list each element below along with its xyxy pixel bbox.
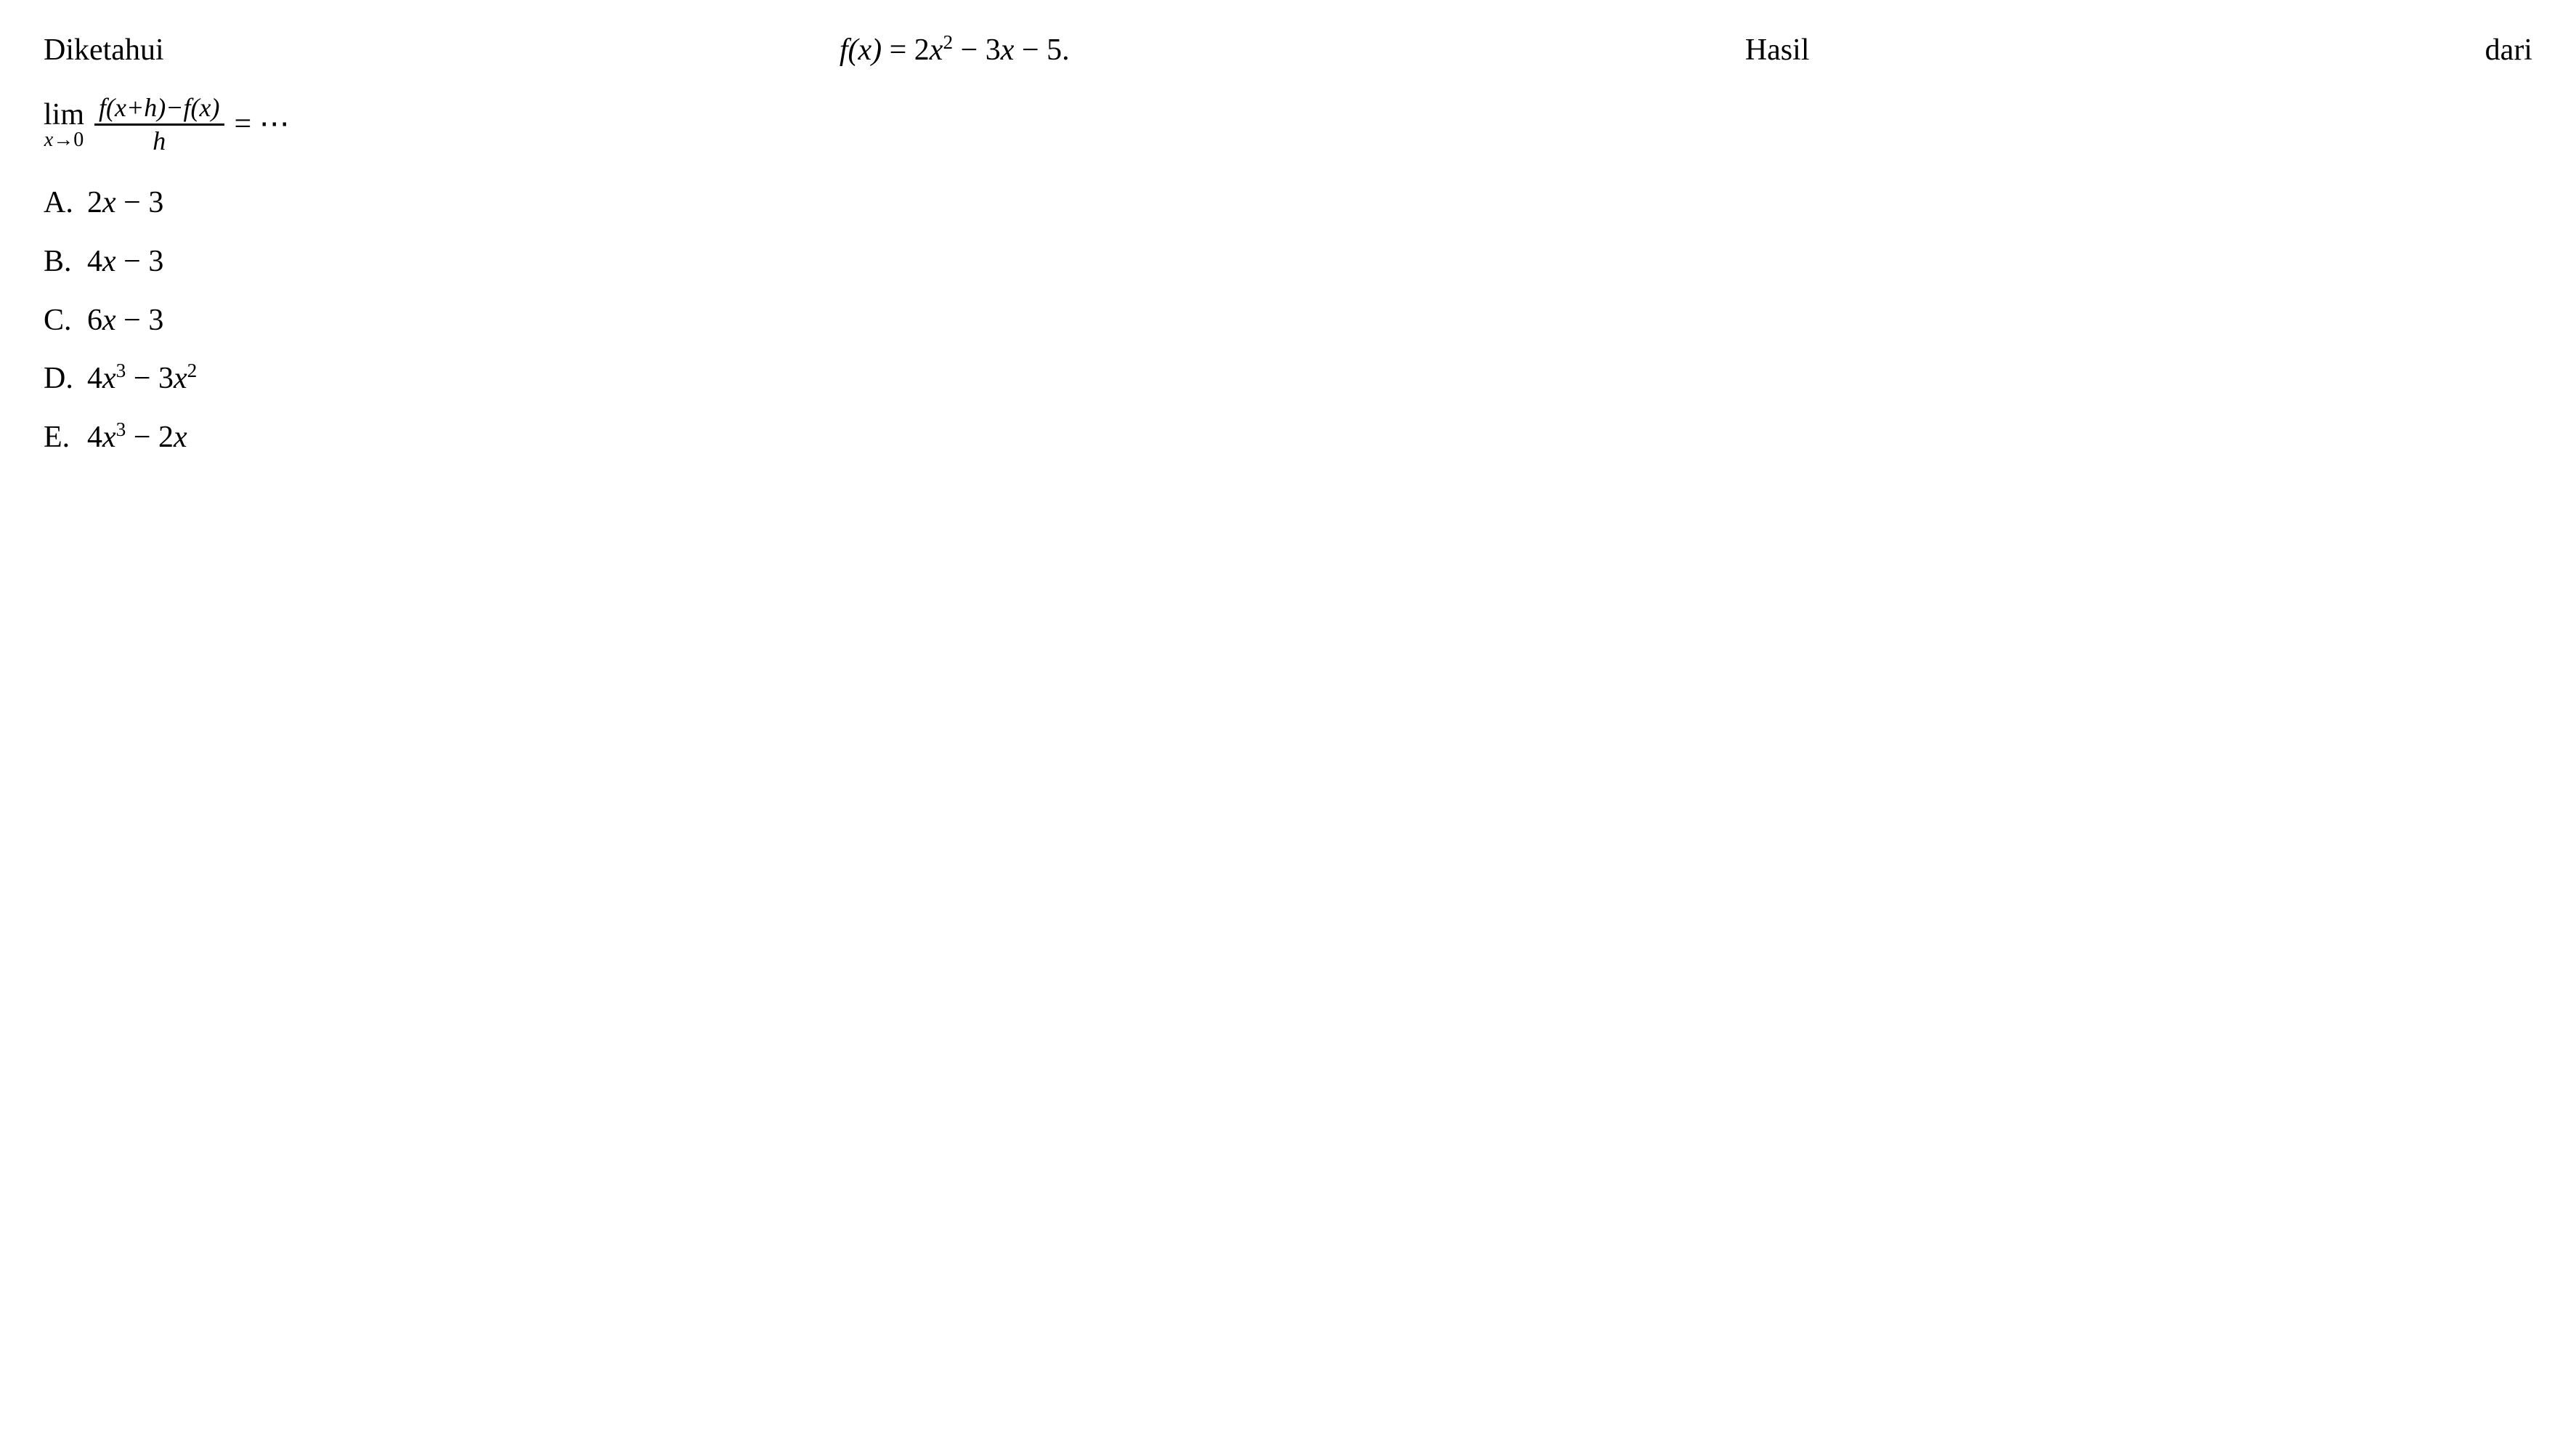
options-list: A. 2x − 3 B. 4x − 3 C. 6x − 3 D. 4x3 − 3… xyxy=(44,182,2532,459)
limit-expression: lim x→0 f(x+h)−f(x) h = ⋯ xyxy=(44,94,2532,156)
opt-var2: x xyxy=(174,421,187,454)
opt-var1: x xyxy=(102,362,116,395)
question-line: Diketahui f(x) = 2x2 − 3x − 5. Hasil dar… xyxy=(44,29,2532,72)
lim-sub-var: x xyxy=(44,129,53,151)
option-text: 4x3 − 2x xyxy=(87,416,187,459)
option-e: E. 4x3 − 2x xyxy=(44,416,2532,459)
lim-label: lim xyxy=(44,100,84,130)
option-text: 4x − 3 xyxy=(87,240,163,283)
opt-prefix: 4 xyxy=(87,362,102,395)
opt-var1: x xyxy=(102,245,116,278)
option-d: D. 4x3 − 3x2 xyxy=(44,357,2532,400)
option-text: 2x − 3 xyxy=(87,182,163,224)
opt-prefix: 4 xyxy=(87,421,102,454)
formula-const: − 5. xyxy=(1014,33,1069,67)
option-letter: D. xyxy=(44,357,87,400)
option-letter: C. xyxy=(44,299,87,342)
opt-var2: x xyxy=(174,362,187,395)
option-b: B. 4x − 3 xyxy=(44,240,2532,283)
opt-mid: − 3 xyxy=(126,362,174,395)
formula-exp1: 2 xyxy=(943,31,953,53)
option-text: 4x3 − 3x2 xyxy=(87,357,197,400)
given-formula: f(x) = 2x2 − 3x − 5. xyxy=(840,29,1070,72)
opt-mid: − 3 xyxy=(116,186,164,219)
opt-prefix: 6 xyxy=(87,304,102,337)
denominator: h xyxy=(148,126,170,156)
lim-subscript: x→0 xyxy=(44,130,84,150)
formula-eq: = xyxy=(882,33,914,67)
lim-sub-arrow: →0 xyxy=(53,129,84,151)
opt-mid: − 3 xyxy=(116,245,164,278)
opt-exp1: 3 xyxy=(116,418,126,440)
word-hasil: Hasil xyxy=(1745,29,1810,72)
formula-coef2: − 3 xyxy=(953,33,1001,67)
opt-exp2: 2 xyxy=(187,360,198,381)
opt-exp1: 3 xyxy=(116,360,126,381)
formula-var2: x xyxy=(1001,33,1015,67)
opt-mid: − 2 xyxy=(126,421,174,454)
opt-prefix: 2 xyxy=(87,186,102,219)
opt-prefix: 4 xyxy=(87,245,102,278)
option-letter: A. xyxy=(44,182,87,224)
formula-coef1: 2 xyxy=(914,33,930,67)
option-letter: E. xyxy=(44,416,87,459)
option-text: 6x − 3 xyxy=(87,299,163,342)
opt-var1: x xyxy=(102,421,116,454)
dots: ⋯ xyxy=(259,108,290,141)
opt-var1: x xyxy=(102,304,116,337)
option-a: A. 2x − 3 xyxy=(44,182,2532,224)
formula-var1: x xyxy=(930,33,943,67)
word-dari: dari xyxy=(2485,29,2532,72)
opt-var1: x xyxy=(102,186,116,219)
equals-dots: = ⋯ xyxy=(235,103,290,146)
limit-block: lim x→0 xyxy=(44,100,84,150)
fraction: f(x+h)−f(x) h xyxy=(94,94,224,156)
equals-sign: = xyxy=(235,108,259,141)
option-c: C. 6x − 3 xyxy=(44,299,2532,342)
word-diketahui: Diketahui xyxy=(44,29,164,72)
formula-lhs: f(x) xyxy=(840,33,882,67)
opt-mid: − 3 xyxy=(116,304,164,337)
numerator: f(x+h)−f(x) xyxy=(94,94,224,126)
option-letter: B. xyxy=(44,240,87,283)
